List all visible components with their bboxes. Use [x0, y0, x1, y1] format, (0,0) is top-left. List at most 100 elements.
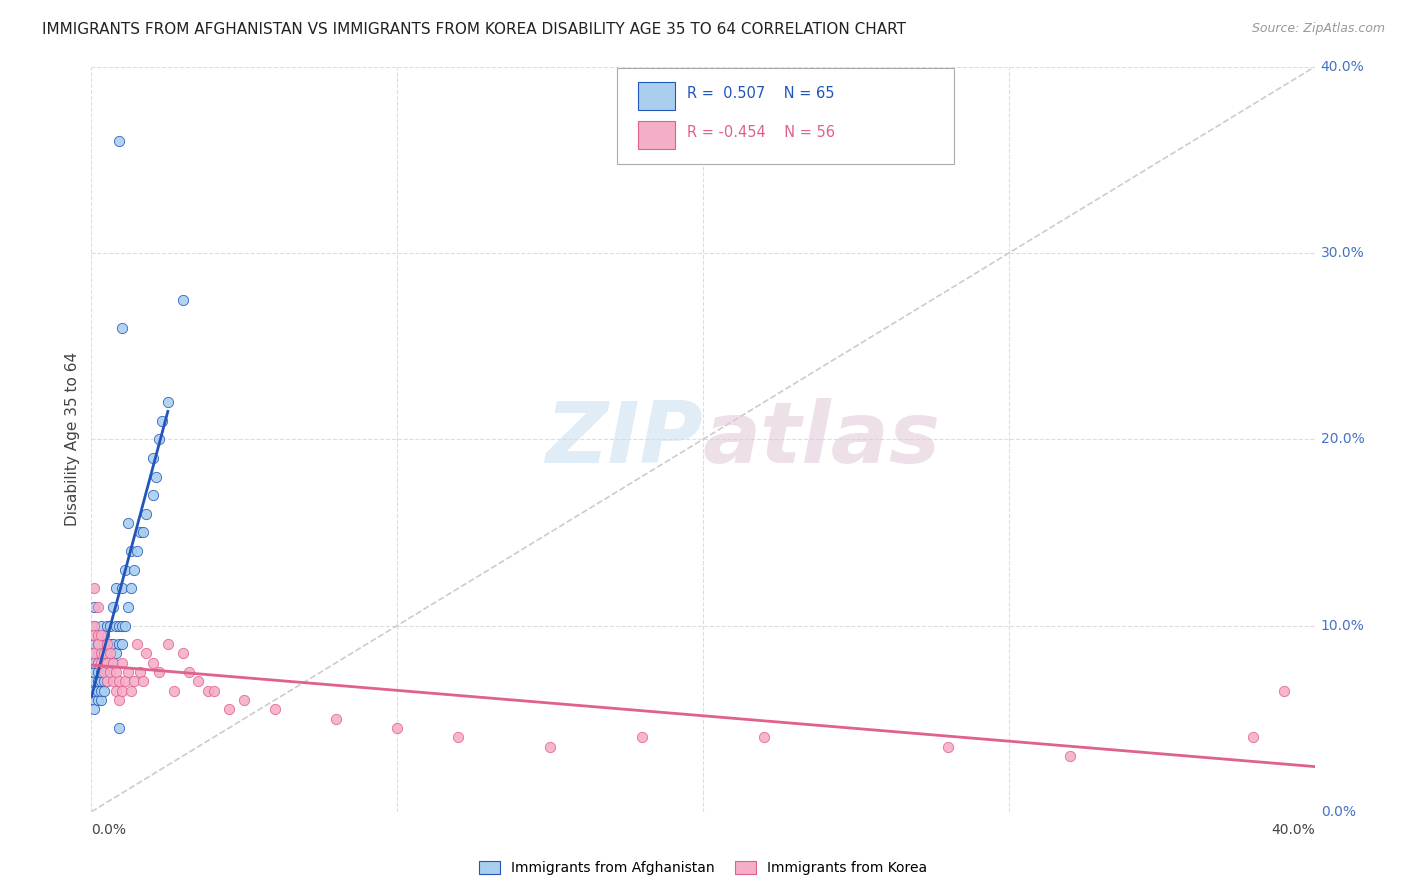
Text: 10.0%: 10.0%	[1320, 618, 1365, 632]
Point	[114, 618, 136, 632]
Point	[1272, 683, 1295, 698]
Point	[111, 683, 134, 698]
Text: Source: ZipAtlas.com: Source: ZipAtlas.com	[1251, 22, 1385, 36]
Point	[93, 683, 115, 698]
Point	[197, 683, 219, 698]
Point	[233, 693, 256, 707]
Point	[90, 656, 112, 670]
Bar	[638, 81, 675, 110]
Point	[93, 656, 115, 670]
Point	[172, 293, 194, 307]
Text: R =  0.507    N = 65: R = 0.507 N = 65	[688, 86, 835, 101]
Point	[96, 674, 118, 689]
Point	[86, 656, 108, 670]
Point	[86, 637, 108, 651]
Point	[117, 599, 139, 614]
Text: ZIP: ZIP	[546, 398, 703, 481]
Point	[108, 693, 131, 707]
Point	[127, 637, 149, 651]
Text: 20.0%: 20.0%	[1320, 433, 1364, 446]
Point	[108, 721, 131, 735]
Point	[111, 656, 134, 670]
Point	[83, 674, 105, 689]
Point	[101, 656, 124, 670]
Point	[117, 516, 139, 530]
Bar	[638, 121, 675, 150]
Text: 0.0%: 0.0%	[91, 823, 127, 837]
Point	[114, 563, 136, 577]
Point	[96, 674, 118, 689]
Point	[90, 665, 112, 679]
Point	[114, 674, 136, 689]
Point	[96, 637, 118, 651]
Point	[385, 721, 409, 735]
Point	[179, 665, 201, 679]
Point	[93, 665, 115, 679]
Point	[83, 637, 105, 651]
Point	[93, 674, 115, 689]
Point	[96, 656, 118, 670]
Point	[101, 637, 124, 651]
Point	[187, 674, 209, 689]
Point	[141, 450, 163, 465]
Point	[86, 656, 108, 670]
Point	[83, 647, 105, 661]
Point	[86, 637, 108, 651]
Point	[148, 433, 170, 447]
Point	[156, 395, 179, 409]
Point	[90, 683, 112, 698]
Point	[86, 647, 108, 661]
Point	[104, 665, 127, 679]
Point	[141, 656, 163, 670]
Point	[104, 647, 127, 661]
Point	[127, 544, 149, 558]
Point	[135, 507, 157, 521]
Point	[132, 525, 155, 540]
Point	[98, 665, 121, 679]
Point	[108, 637, 131, 651]
Point	[122, 563, 145, 577]
Point	[141, 488, 163, 502]
Point	[83, 628, 105, 642]
Point	[145, 469, 167, 483]
Point	[86, 683, 108, 698]
Point	[163, 683, 186, 698]
Point	[264, 702, 287, 716]
Point	[122, 674, 145, 689]
Point	[93, 628, 115, 642]
Point	[108, 618, 131, 632]
Point	[111, 582, 134, 596]
Point	[120, 683, 142, 698]
Point	[538, 739, 561, 754]
Point	[135, 647, 157, 661]
Point	[1059, 748, 1081, 763]
Point	[83, 599, 105, 614]
Point	[117, 665, 139, 679]
Point	[202, 683, 225, 698]
Point	[218, 702, 240, 716]
Text: 0.0%: 0.0%	[1320, 805, 1355, 819]
Point	[83, 702, 105, 716]
Point	[90, 647, 112, 661]
Point	[83, 656, 105, 670]
Point	[104, 618, 127, 632]
Legend: Immigrants from Afghanistan, Immigrants from Korea: Immigrants from Afghanistan, Immigrants …	[474, 855, 932, 880]
Point	[93, 647, 115, 661]
Text: IMMIGRANTS FROM AFGHANISTAN VS IMMIGRANTS FROM KOREA DISABILITY AGE 35 TO 64 COR: IMMIGRANTS FROM AFGHANISTAN VS IMMIGRANT…	[42, 22, 907, 37]
Point	[96, 656, 118, 670]
Text: 40.0%: 40.0%	[1271, 823, 1315, 837]
Point	[98, 665, 121, 679]
Text: 40.0%: 40.0%	[1320, 60, 1364, 74]
Point	[90, 618, 112, 632]
Point	[83, 618, 105, 632]
Point	[98, 647, 121, 661]
Point	[156, 637, 179, 651]
Point	[150, 414, 173, 428]
Point	[111, 320, 134, 334]
Point	[96, 665, 118, 679]
Point	[98, 618, 121, 632]
Point	[83, 693, 105, 707]
Point	[86, 693, 108, 707]
Point	[101, 674, 124, 689]
Text: 30.0%: 30.0%	[1320, 246, 1364, 260]
